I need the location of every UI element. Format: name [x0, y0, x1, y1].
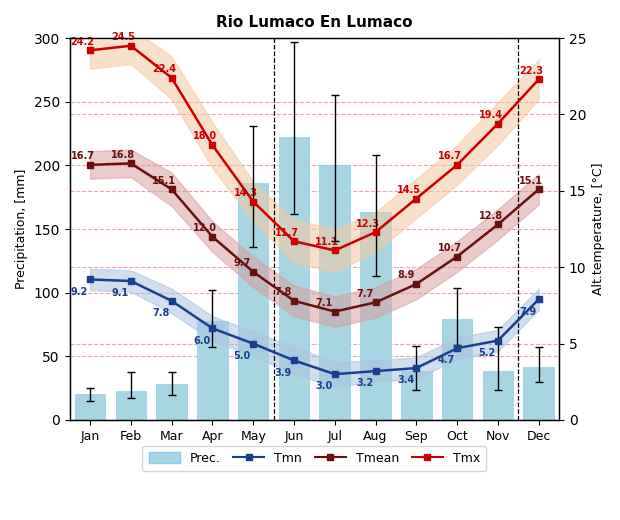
Text: 12.3: 12.3 [356, 218, 380, 229]
Text: 8.9: 8.9 [397, 270, 414, 280]
Y-axis label: Alt.temperature, [°C]: Alt.temperature, [°C] [592, 163, 605, 295]
Text: 22.4: 22.4 [152, 64, 176, 74]
Text: 24.2: 24.2 [71, 37, 95, 47]
Legend: Prec., Tmn, Tmean, Tmx: Prec., Tmn, Tmean, Tmx [143, 446, 487, 471]
Bar [319, 165, 350, 420]
Bar [401, 371, 432, 420]
Text: 14.3: 14.3 [234, 188, 258, 198]
Text: 16.7: 16.7 [71, 151, 95, 161]
Text: 16.8: 16.8 [112, 150, 136, 160]
Text: 7.1: 7.1 [316, 298, 332, 308]
Text: 5.2: 5.2 [479, 348, 496, 358]
Title: Rio Lumaco En Lumaco: Rio Lumaco En Lumaco [216, 15, 413, 30]
Text: 6.0: 6.0 [193, 335, 210, 346]
Text: 22.3: 22.3 [520, 66, 543, 76]
Bar [360, 212, 391, 420]
Text: 9.2: 9.2 [71, 287, 88, 297]
Text: 10.7: 10.7 [438, 243, 462, 253]
Text: 12.0: 12.0 [193, 223, 217, 233]
Text: 3.4: 3.4 [397, 375, 414, 385]
Text: 4.7: 4.7 [438, 356, 455, 366]
Text: 9.7: 9.7 [234, 258, 251, 268]
Text: 19.4: 19.4 [479, 110, 502, 120]
Text: 9.1: 9.1 [112, 288, 128, 298]
Text: 7.9: 7.9 [520, 307, 536, 317]
Bar [75, 394, 105, 420]
Bar [156, 384, 187, 420]
Bar [238, 183, 268, 420]
Text: 16.7: 16.7 [438, 151, 462, 161]
Text: 15.1: 15.1 [152, 176, 176, 186]
Text: 12.8: 12.8 [479, 211, 503, 221]
Bar [197, 321, 228, 420]
Bar [482, 371, 513, 420]
Text: 3.9: 3.9 [275, 368, 292, 378]
Bar [278, 137, 309, 420]
Bar [442, 319, 472, 420]
Text: 7.8: 7.8 [152, 308, 169, 318]
Bar [115, 391, 146, 420]
Text: 7.7: 7.7 [356, 289, 373, 299]
Text: 18.0: 18.0 [193, 132, 217, 141]
Text: 11.1: 11.1 [316, 237, 339, 247]
Text: 15.1: 15.1 [520, 176, 543, 186]
Text: 24.5: 24.5 [112, 32, 135, 42]
Text: 5.0: 5.0 [234, 351, 251, 361]
Text: 11.7: 11.7 [275, 228, 299, 238]
Bar [523, 367, 554, 420]
Text: 14.5: 14.5 [397, 185, 421, 195]
Y-axis label: Precipitation, [mm]: Precipitation, [mm] [15, 169, 28, 289]
Text: 3.0: 3.0 [316, 382, 332, 392]
Text: 3.2: 3.2 [356, 379, 373, 388]
Text: 7.8: 7.8 [275, 287, 292, 297]
